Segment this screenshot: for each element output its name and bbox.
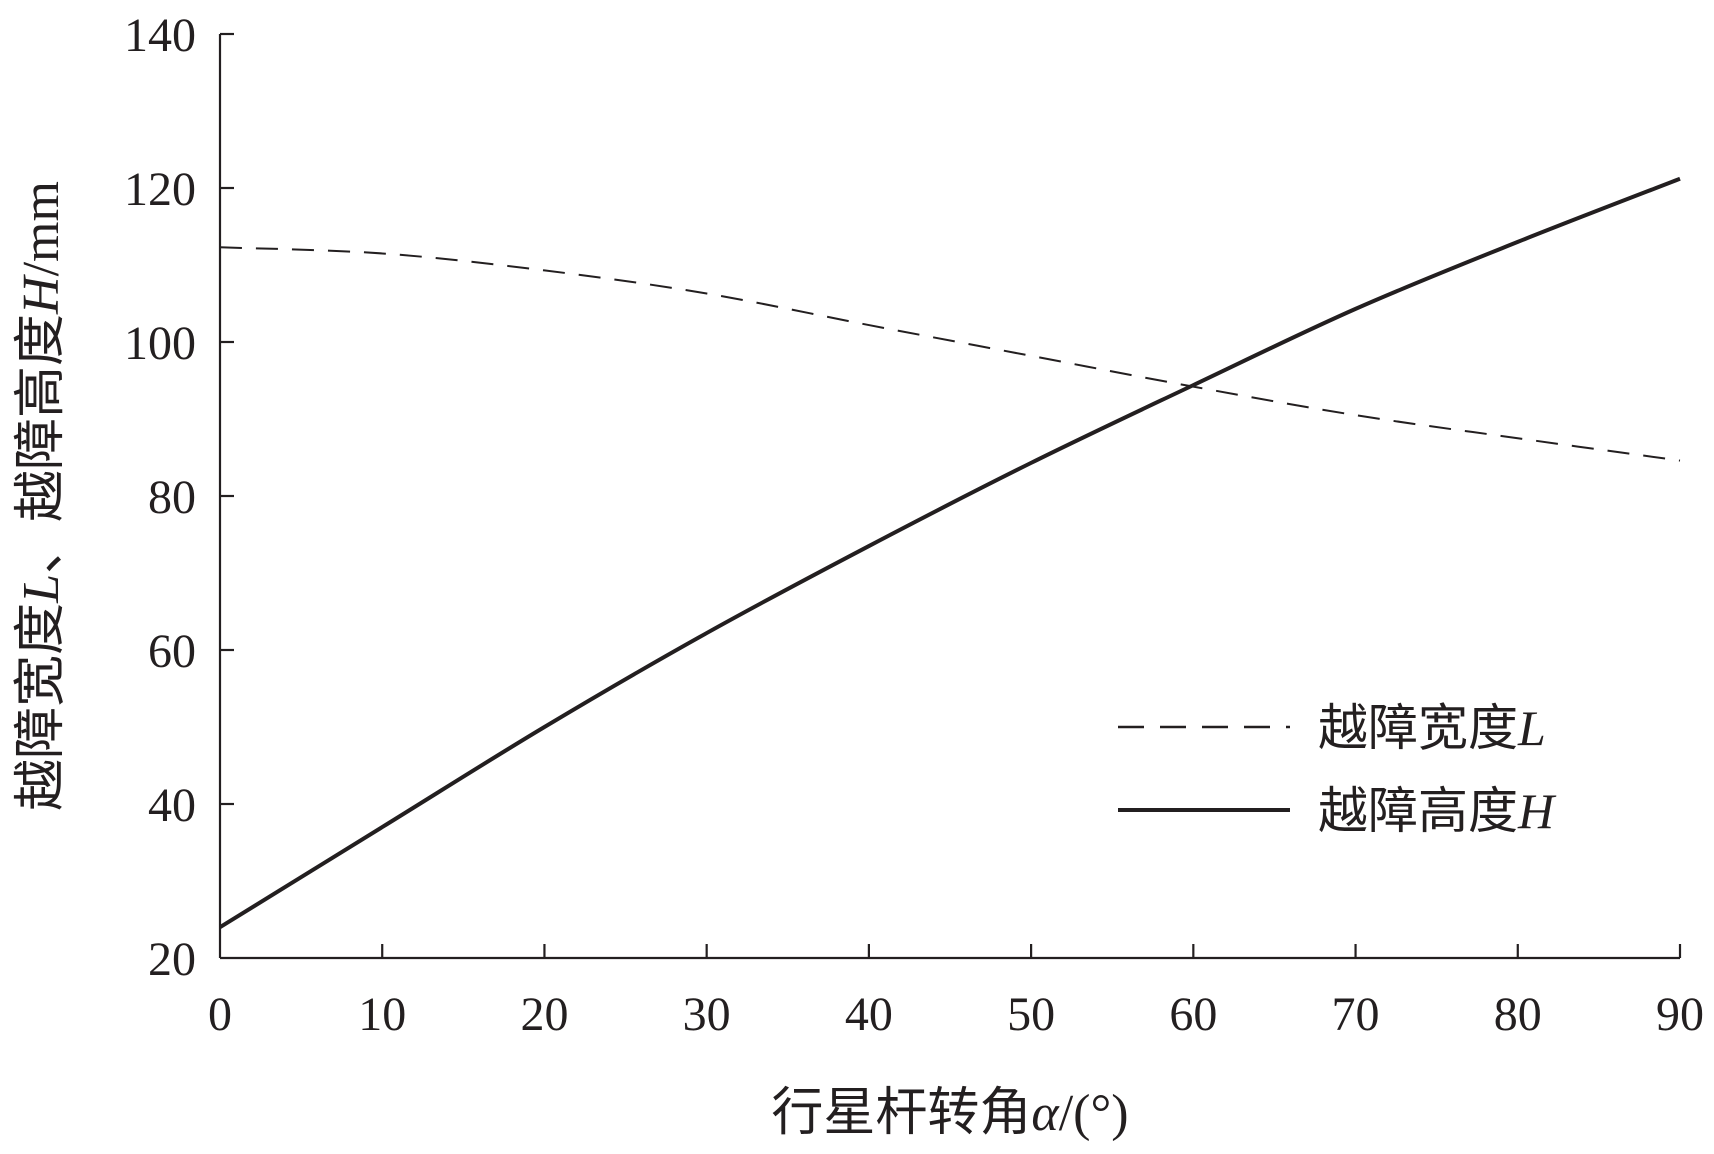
x-tick-label: 80 — [1494, 988, 1542, 1041]
y-tick-label: 60 — [148, 625, 196, 678]
y-tick-label: 80 — [148, 471, 196, 524]
x-tick-label: 30 — [683, 988, 731, 1041]
series-layer — [218, 176, 1681, 929]
y-tick-label: 40 — [148, 779, 196, 832]
x-tick-label: 40 — [845, 988, 893, 1041]
legend-label-width: 越障宽度L — [1318, 699, 1546, 757]
legend-item-width: 越障宽度L — [1118, 699, 1546, 757]
series-line-width-L — [219, 246, 1681, 462]
y-tick-label: 140 — [124, 9, 196, 62]
x-axis-title: 行星杆转角α/(°) — [771, 1083, 1128, 1143]
x-tick-label: 10 — [358, 988, 406, 1041]
legend-item-height: 越障高度H — [1118, 782, 1557, 840]
x-tick-label: 60 — [1169, 988, 1217, 1041]
y-tick-label: 100 — [124, 317, 196, 370]
series-line-height-H — [218, 176, 1681, 929]
y-axis-title: 越障宽度L、越障高度H/mm — [11, 181, 71, 811]
x-tick-label: 70 — [1332, 988, 1380, 1041]
legend: 越障宽度L 越障高度H — [1118, 699, 1557, 840]
x-tick-label: 50 — [1007, 988, 1055, 1041]
x-tick-label: 20 — [520, 988, 568, 1041]
x-tick-label: 0 — [208, 988, 232, 1041]
legend-label-height: 越障高度H — [1318, 782, 1557, 840]
x-ticks: 0 10 20 30 40 50 60 70 80 90 — [208, 944, 1704, 1041]
x-tick-label: 90 — [1656, 988, 1704, 1041]
y-tick-label: 120 — [124, 163, 196, 216]
y-ticks: 20 40 60 80 100 120 140 — [124, 9, 234, 986]
y-tick-label: 20 — [148, 933, 196, 986]
